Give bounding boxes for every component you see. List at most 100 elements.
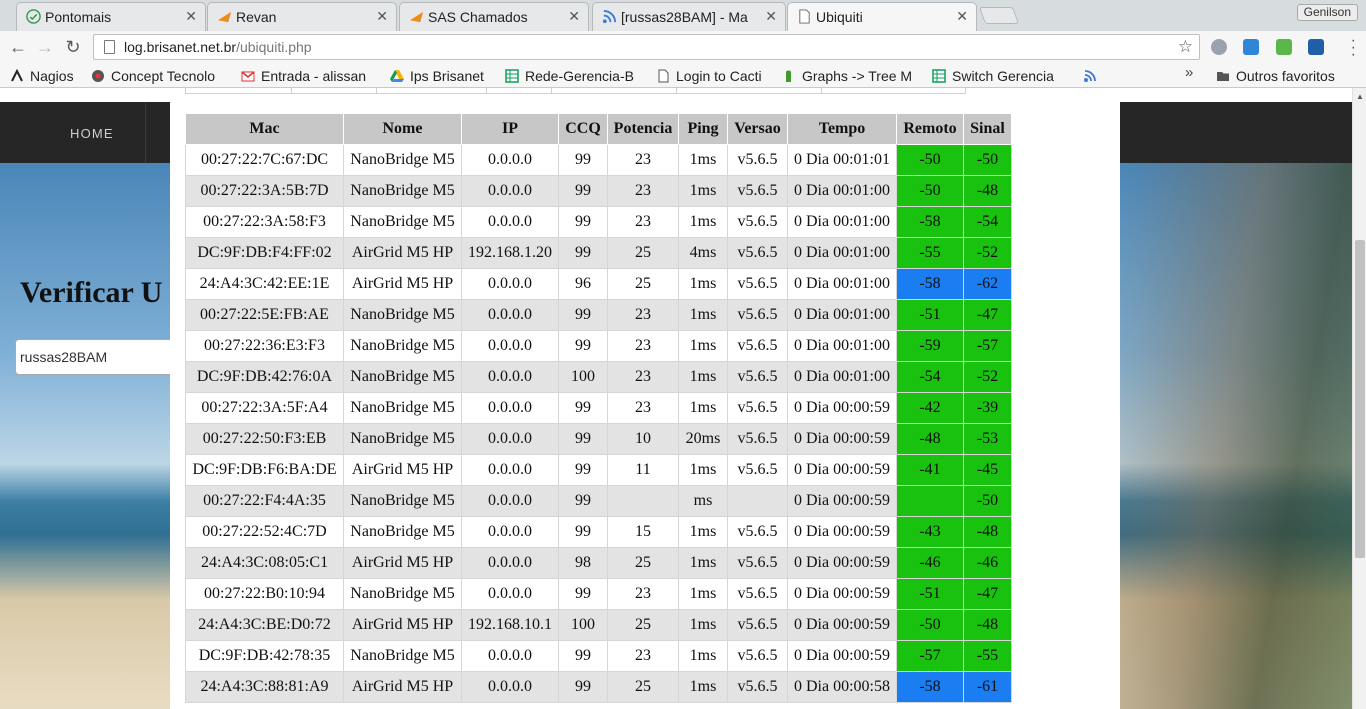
tab-pontomais[interactable]: Pontomais ✕ xyxy=(16,2,206,31)
address-bar[interactable]: log.brisanet.net.br/ubiquiti.php ☆ xyxy=(93,34,1200,60)
nav-home-link[interactable]: HOME xyxy=(70,126,114,141)
cell-nome: NanoBridge M5 xyxy=(343,330,462,362)
drive-icon xyxy=(390,70,404,82)
cell-remoto: -46 xyxy=(896,547,964,579)
flag-icon xyxy=(217,11,232,23)
cell-potencia: 10 xyxy=(607,423,679,455)
rss-icon xyxy=(602,9,617,24)
bookmark-login-cacti[interactable]: Login to Cacti xyxy=(656,66,771,86)
scroll-thumb[interactable] xyxy=(1355,240,1365,558)
table-row: 24:A4:3C:08:05:C1 AirGrid M5 HP 0.0.0.0 98 2… xyxy=(185,547,1012,579)
cell-nome: NanoBridge M5 xyxy=(343,299,462,331)
close-icon[interactable]: ✕ xyxy=(185,8,197,24)
extension-audio-icon[interactable] xyxy=(1276,39,1292,55)
table-row: 00:27:22:F4:4A:35 NanoBridge M5 0.0.0.0 99 m… xyxy=(185,485,1012,517)
cell-ip: 0.0.0.0 xyxy=(461,516,559,548)
username-input[interactable] xyxy=(15,339,195,375)
tab-ubiquiti[interactable]: Ubiquiti ✕ xyxy=(787,2,977,31)
profile-button[interactable]: Genilson xyxy=(1296,4,1358,21)
forward-icon[interactable]: → xyxy=(36,37,54,57)
col-ping: Ping xyxy=(678,113,728,145)
scroll-up-arrow-icon[interactable]: ▲ xyxy=(1356,92,1364,101)
bookmark-label: Concept Tecnolo xyxy=(111,68,216,84)
cell-sinal: -55 xyxy=(963,640,1012,672)
close-icon[interactable]: ✕ xyxy=(568,8,580,24)
cell-versao xyxy=(727,485,788,517)
bookmark-star-icon[interactable]: ☆ xyxy=(1177,37,1193,56)
cell-ccq: 99 xyxy=(558,299,608,331)
extension-sync-icon[interactable] xyxy=(1243,39,1259,55)
table-row: 24:A4:3C:88:81:A9 AirGrid M5 HP 0.0.0.0 99 2… xyxy=(185,671,1012,703)
tab-russas[interactable]: [russas28BAM] - Ma ✕ xyxy=(592,2,786,31)
cell-ping: 1ms xyxy=(678,299,728,331)
col-mac: Mac xyxy=(185,113,344,145)
page-scrollbar[interactable]: ▲ xyxy=(1352,88,1366,709)
table-row: 24:A4:3C:BE:D0:72 AirGrid M5 HP 192.168.10… xyxy=(185,609,1012,641)
table-row: 00:27:22:3A:58:F3 NanoBridge M5 0.0.0.0 99 2… xyxy=(185,206,1012,238)
bookmark-label: Ips Brisanet xyxy=(410,68,484,84)
cell-ip: 0.0.0.0 xyxy=(461,454,559,486)
cell-mac: 00:27:22:50:F3:EB xyxy=(185,423,344,455)
bookmark-nagios[interactable]: Nagios xyxy=(10,66,82,86)
close-icon[interactable]: ✕ xyxy=(376,8,388,24)
bookmark-switch-gerencia[interactable]: Switch Gerencia xyxy=(932,66,1070,86)
extension-globe-icon[interactable] xyxy=(1211,39,1227,55)
close-icon[interactable]: ✕ xyxy=(956,8,968,24)
cell-mac: 00:27:22:36:E3:F3 xyxy=(185,330,344,362)
cell-ping: 1ms xyxy=(678,547,728,579)
bookmark-other-folder[interactable]: Outros favoritos xyxy=(1216,66,1356,86)
cell-ccq: 99 xyxy=(558,423,608,455)
cell-mac: DC:9F:DB:F6:BA:DE xyxy=(185,454,344,486)
cell-mac: 00:27:22:3A:5F:A4 xyxy=(185,392,344,424)
tab-revan[interactable]: Revan ✕ xyxy=(207,2,397,31)
cell-sinal: -47 xyxy=(963,299,1012,331)
cell-sinal: -47 xyxy=(963,578,1012,610)
cell-nome: NanoBridge M5 xyxy=(343,392,462,424)
close-icon[interactable]: ✕ xyxy=(765,8,777,24)
cell-potencia: 15 xyxy=(607,516,679,548)
tab-label: Revan xyxy=(236,9,277,25)
cell-versao: v5.6.5 xyxy=(727,237,788,269)
bookmarks-overflow-button[interactable]: » xyxy=(1185,64,1194,81)
cell-ping: 1ms xyxy=(678,516,728,548)
cell-sinal: -54 xyxy=(963,206,1012,238)
cell-potencia: 11 xyxy=(607,454,679,486)
url-path: /ubiquiti.php xyxy=(236,39,312,55)
cell-versao: v5.6.5 xyxy=(727,361,788,393)
cell-ping: 1ms xyxy=(678,671,728,703)
cell-sinal: -62 xyxy=(963,268,1012,300)
table-row: 00:27:22:52:4C:7D NanoBridge M5 0.0.0.0 99 1… xyxy=(185,516,1012,548)
bookmark-rss[interactable] xyxy=(1083,66,1103,86)
cell-ccq: 98 xyxy=(558,547,608,579)
cell-versao: v5.6.5 xyxy=(727,516,788,548)
bookmark-graphs-tree[interactable]: Graphs -> Tree M xyxy=(782,66,918,86)
back-icon[interactable]: ← xyxy=(9,37,27,57)
cell-ip: 0.0.0.0 xyxy=(461,392,559,424)
cell-ip: 0.0.0.0 xyxy=(461,330,559,362)
bookmark-label: Outros favoritos xyxy=(1236,68,1335,84)
menu-icon[interactable]: · · · xyxy=(1350,32,1356,63)
bookmark-rede-gerencia[interactable]: Rede-Gerencia-B xyxy=(505,66,642,86)
cell-remoto: -43 xyxy=(896,516,964,548)
bookmark-label: Login to Cacti xyxy=(676,68,762,84)
bookmark-ips-brisanet[interactable]: Ips Brisanet xyxy=(390,66,495,86)
cell-tempo: 0 Dia 00:01:00 xyxy=(787,330,897,362)
cell-mac: DC:9F:DB:F4:FF:02 xyxy=(185,237,344,269)
cell-mac: 24:A4:3C:08:05:C1 xyxy=(185,547,344,579)
table-row: 00:27:22:7C:67:DC NanoBridge M5 0.0.0.0 99 2… xyxy=(185,144,1012,176)
page-heading: Verificar U xyxy=(20,276,163,309)
new-tab-button[interactable] xyxy=(978,7,1020,24)
cell-nome: NanoBridge M5 xyxy=(343,516,462,548)
cell-nome: NanoBridge M5 xyxy=(343,578,462,610)
bookmark-gmail[interactable]: Entrada - alissan xyxy=(241,66,378,86)
cell-tempo: 0 Dia 00:00:59 xyxy=(787,640,897,672)
tab-sas-chamados[interactable]: SAS Chamados ✕ xyxy=(399,2,589,31)
cell-ping: 1ms xyxy=(678,392,728,424)
cell-ip: 0.0.0.0 xyxy=(461,547,559,579)
cell-potencia: 23 xyxy=(607,175,679,207)
bookmark-concept[interactable]: Concept Tecnolo xyxy=(91,66,228,86)
reload-icon[interactable]: ↻ xyxy=(65,37,81,57)
cell-ip: 0.0.0.0 xyxy=(461,268,559,300)
extension-teamviewer-icon[interactable] xyxy=(1308,39,1324,55)
table-row: 00:27:22:50:F3:EB NanoBridge M5 0.0.0.0 99 1… xyxy=(185,423,1012,455)
